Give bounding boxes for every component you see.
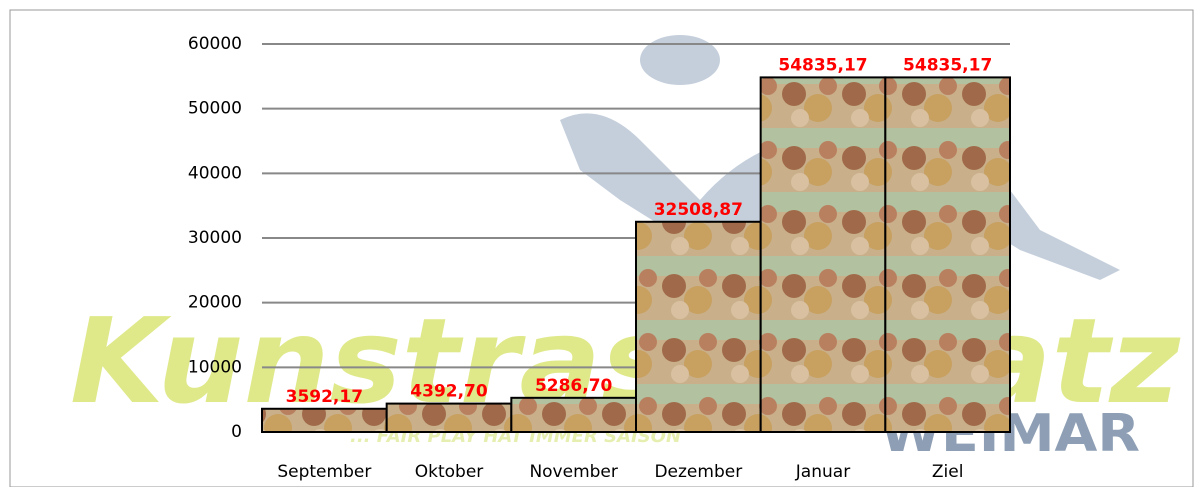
data-label: 5286,70 bbox=[535, 376, 613, 396]
x-tick-label: September bbox=[277, 462, 371, 482]
bar bbox=[885, 77, 1010, 432]
bar bbox=[262, 409, 387, 432]
x-tick-label: Dezember bbox=[654, 462, 742, 482]
data-label: 32508,87 bbox=[654, 200, 743, 220]
chart: KunstrasenplatzWEIMAR... FAIR PLAY HAT I… bbox=[0, 0, 1203, 487]
bar bbox=[761, 77, 886, 432]
x-tick-label: Ziel bbox=[932, 462, 964, 482]
x-tick-label: Januar bbox=[795, 462, 850, 482]
bar bbox=[387, 404, 512, 432]
data-label: 54835,17 bbox=[778, 55, 867, 75]
x-tick-label: Oktober bbox=[415, 462, 484, 482]
data-label: 54835,17 bbox=[903, 55, 992, 75]
data-label: 4392,70 bbox=[410, 382, 488, 402]
y-tick-label: 20000 bbox=[188, 293, 242, 313]
y-tick-label: 10000 bbox=[188, 357, 242, 377]
x-tick-label: November bbox=[529, 462, 617, 482]
y-tick-label: 30000 bbox=[188, 228, 242, 248]
y-tick-label: 50000 bbox=[188, 99, 242, 119]
bar bbox=[511, 398, 636, 432]
silhouette-head bbox=[640, 35, 720, 85]
data-label: 3592,17 bbox=[286, 387, 363, 407]
bar bbox=[636, 222, 761, 432]
y-tick-label: 40000 bbox=[188, 163, 242, 183]
y-tick-label: 0 bbox=[231, 422, 242, 442]
y-tick-label: 60000 bbox=[188, 34, 242, 54]
